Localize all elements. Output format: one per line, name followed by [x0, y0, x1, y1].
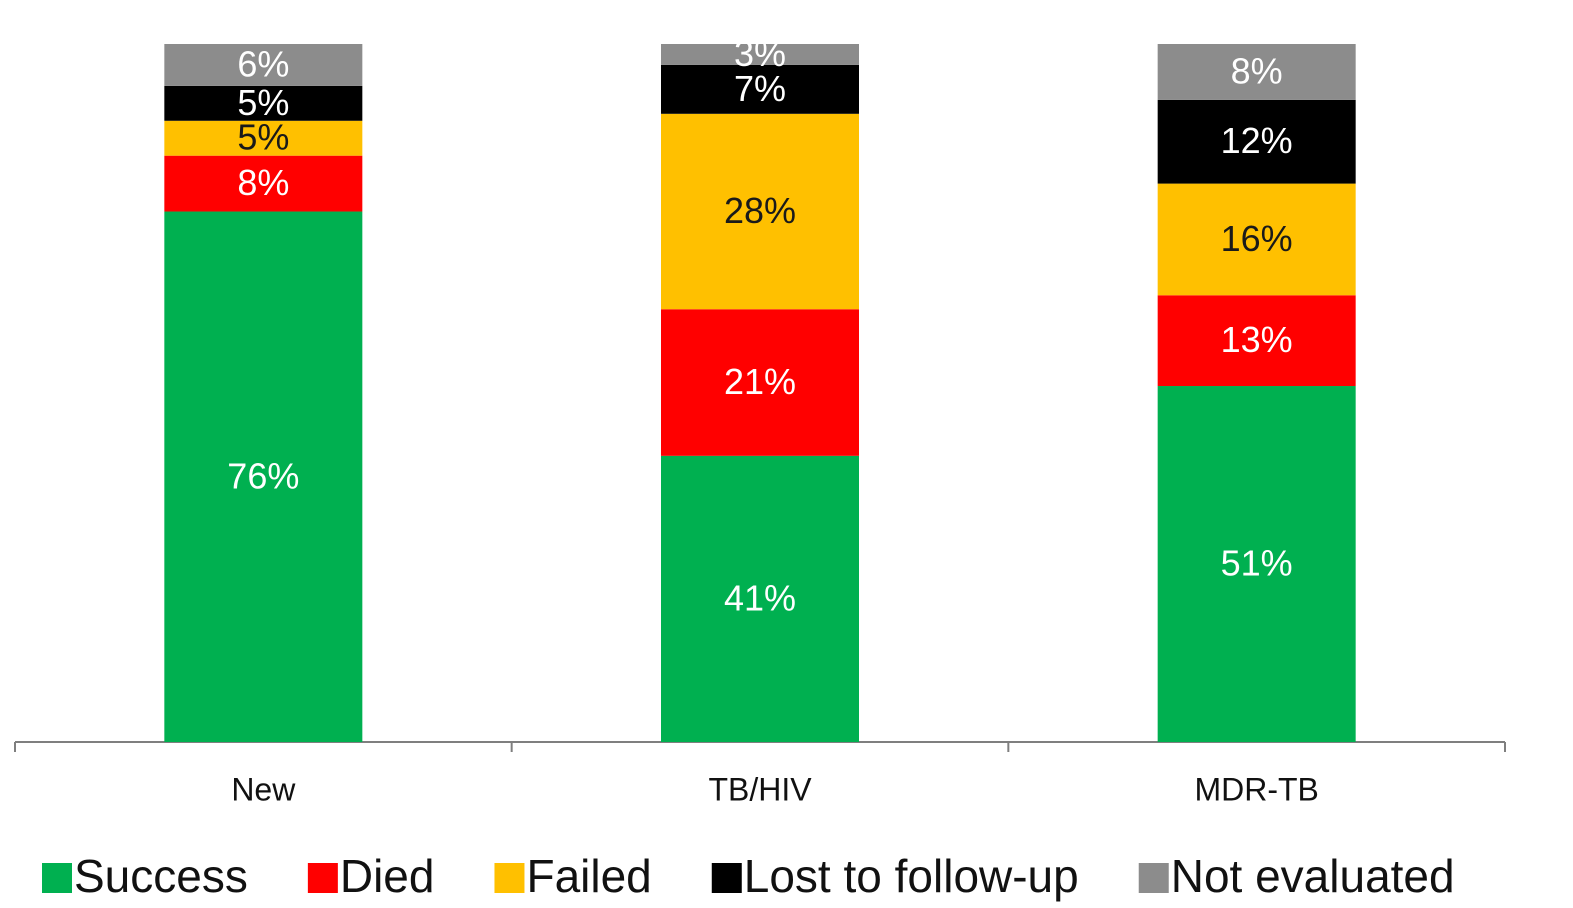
- value-label: 8%: [237, 162, 289, 203]
- value-label: 76%: [227, 455, 299, 496]
- legend-swatch: [711, 863, 742, 893]
- x-tick-label: TB/HIV: [708, 771, 812, 807]
- bar-segment: [164, 44, 363, 86]
- value-label: 51%: [1221, 543, 1293, 584]
- value-label: 13%: [1221, 319, 1293, 360]
- x-tick-label: New: [231, 771, 296, 807]
- bar-segment: [164, 120, 363, 156]
- legend-swatch: [1138, 863, 1169, 893]
- bar-segment: [1157, 44, 1356, 100]
- legend-swatch: [42, 863, 72, 893]
- value-label: 28%: [724, 190, 796, 231]
- value-label: 5%: [237, 82, 289, 123]
- legend-label: Died: [340, 850, 435, 902]
- legend-label: Failed: [526, 850, 651, 902]
- value-label: 7%: [734, 68, 786, 109]
- bar-segment: [1157, 295, 1356, 387]
- bar-segment: [661, 44, 859, 65]
- bar-segment: [661, 64, 859, 114]
- bar-segment: [661, 455, 859, 742]
- value-label: 21%: [724, 361, 796, 402]
- value-label: 3%: [734, 33, 786, 74]
- bar-segment: [1157, 183, 1356, 296]
- legend-swatch: [494, 863, 525, 893]
- bar-segment: [1157, 99, 1356, 184]
- x-tick-label: MDR-TB: [1194, 771, 1318, 807]
- value-label: 5%: [237, 117, 289, 158]
- legend-swatch: [307, 863, 338, 893]
- bar-segment: [1157, 386, 1356, 742]
- value-label: 6%: [237, 43, 289, 84]
- value-label: 16%: [1221, 218, 1293, 259]
- bar-segment: [164, 211, 363, 742]
- bar-segment: [661, 113, 859, 310]
- value-label: 12%: [1221, 120, 1293, 161]
- bar-segment: [661, 309, 859, 456]
- legend-label: Not evaluated: [1171, 850, 1455, 902]
- bar-segment: [164, 85, 363, 121]
- value-label: 41%: [724, 577, 796, 618]
- legend-label: Success: [74, 850, 248, 902]
- value-label: 8%: [1231, 50, 1283, 91]
- legend-label: Lost to follow-up: [744, 850, 1079, 902]
- bar-segment: [164, 155, 363, 212]
